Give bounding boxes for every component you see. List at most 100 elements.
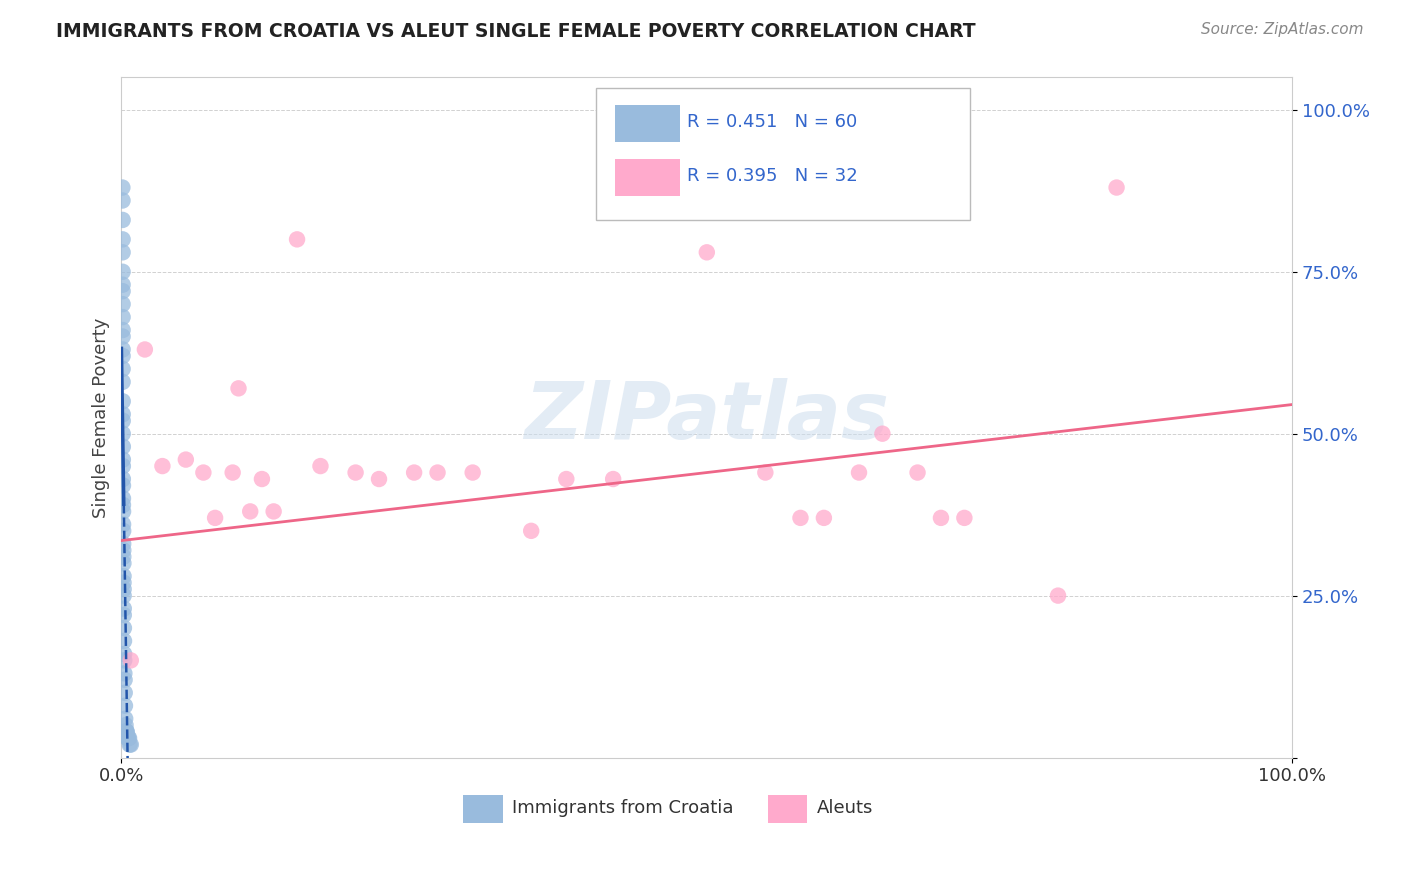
Point [953, 511, 976, 525]
Point [696, 245, 718, 260]
Point [134, 343, 156, 357]
Point [907, 466, 929, 480]
Point [309, 459, 332, 474]
Point [111, 277, 134, 292]
Point [112, 543, 135, 558]
Point [118, 738, 141, 752]
Text: R = 0.451   N = 60: R = 0.451 N = 60 [688, 112, 858, 130]
Point [221, 466, 243, 480]
Point [848, 466, 870, 480]
Point [111, 478, 134, 492]
Point [250, 472, 273, 486]
Point [1105, 180, 1128, 194]
Point [112, 589, 135, 603]
Point [111, 414, 134, 428]
Point [114, 698, 136, 713]
Point [120, 738, 142, 752]
Point [872, 426, 894, 441]
Point [112, 549, 135, 564]
Point [111, 472, 134, 486]
Point [114, 718, 136, 732]
Point [111, 232, 134, 246]
Point [117, 731, 139, 745]
Point [115, 724, 138, 739]
Point [112, 647, 135, 661]
Point [111, 498, 134, 512]
Point [426, 466, 449, 480]
FancyBboxPatch shape [768, 795, 807, 822]
Text: Source: ZipAtlas.com: Source: ZipAtlas.com [1201, 22, 1364, 37]
Point [117, 731, 139, 745]
Point [263, 504, 285, 518]
Point [115, 724, 138, 739]
Point [112, 569, 135, 583]
Point [520, 524, 543, 538]
Point [929, 511, 952, 525]
Point [1047, 589, 1070, 603]
Point [813, 511, 835, 525]
Point [555, 472, 578, 486]
FancyBboxPatch shape [596, 87, 970, 220]
Point [152, 459, 174, 474]
Point [111, 265, 134, 279]
Point [461, 466, 484, 480]
Point [754, 466, 776, 480]
FancyBboxPatch shape [616, 104, 681, 142]
Point [111, 491, 134, 506]
Point [239, 504, 262, 518]
Point [112, 524, 135, 538]
Point [115, 724, 138, 739]
Point [111, 440, 134, 454]
Point [228, 381, 250, 395]
Point [404, 466, 426, 480]
Point [111, 180, 134, 194]
Point [111, 349, 134, 363]
Point [112, 634, 135, 648]
Point [111, 213, 134, 227]
Point [117, 731, 139, 745]
Y-axis label: Single Female Poverty: Single Female Poverty [93, 318, 110, 517]
Point [111, 362, 134, 376]
Point [112, 621, 135, 635]
Point [193, 466, 215, 480]
Point [111, 407, 134, 421]
Point [120, 653, 142, 667]
Text: R = 0.395   N = 32: R = 0.395 N = 32 [688, 167, 858, 185]
Point [112, 556, 135, 570]
Point [111, 310, 134, 324]
Point [111, 375, 134, 389]
Point [789, 511, 811, 525]
Point [602, 472, 624, 486]
Point [112, 666, 135, 681]
Point [285, 232, 308, 246]
Point [112, 582, 135, 596]
Point [112, 575, 135, 590]
Point [111, 329, 134, 343]
Point [118, 731, 141, 745]
Text: Immigrants from Croatia: Immigrants from Croatia [512, 799, 734, 817]
Point [111, 394, 134, 409]
Point [344, 466, 367, 480]
Point [111, 297, 134, 311]
Text: Aleuts: Aleuts [817, 799, 873, 817]
Text: IMMIGRANTS FROM CROATIA VS ALEUT SINGLE FEMALE POVERTY CORRELATION CHART: IMMIGRANTS FROM CROATIA VS ALEUT SINGLE … [56, 22, 976, 41]
Point [112, 653, 135, 667]
Point [111, 284, 134, 298]
Point [115, 724, 138, 739]
Point [112, 517, 135, 532]
Point [368, 472, 391, 486]
Point [111, 452, 134, 467]
Point [112, 608, 135, 623]
Point [111, 245, 134, 260]
Point [204, 511, 226, 525]
Point [111, 426, 134, 441]
Point [112, 504, 135, 518]
Point [114, 673, 136, 687]
Point [112, 537, 135, 551]
Point [111, 323, 134, 337]
Point [114, 686, 136, 700]
Point [111, 459, 134, 474]
FancyBboxPatch shape [616, 159, 681, 196]
Text: ZIPatlas: ZIPatlas [524, 378, 890, 457]
Point [114, 712, 136, 726]
